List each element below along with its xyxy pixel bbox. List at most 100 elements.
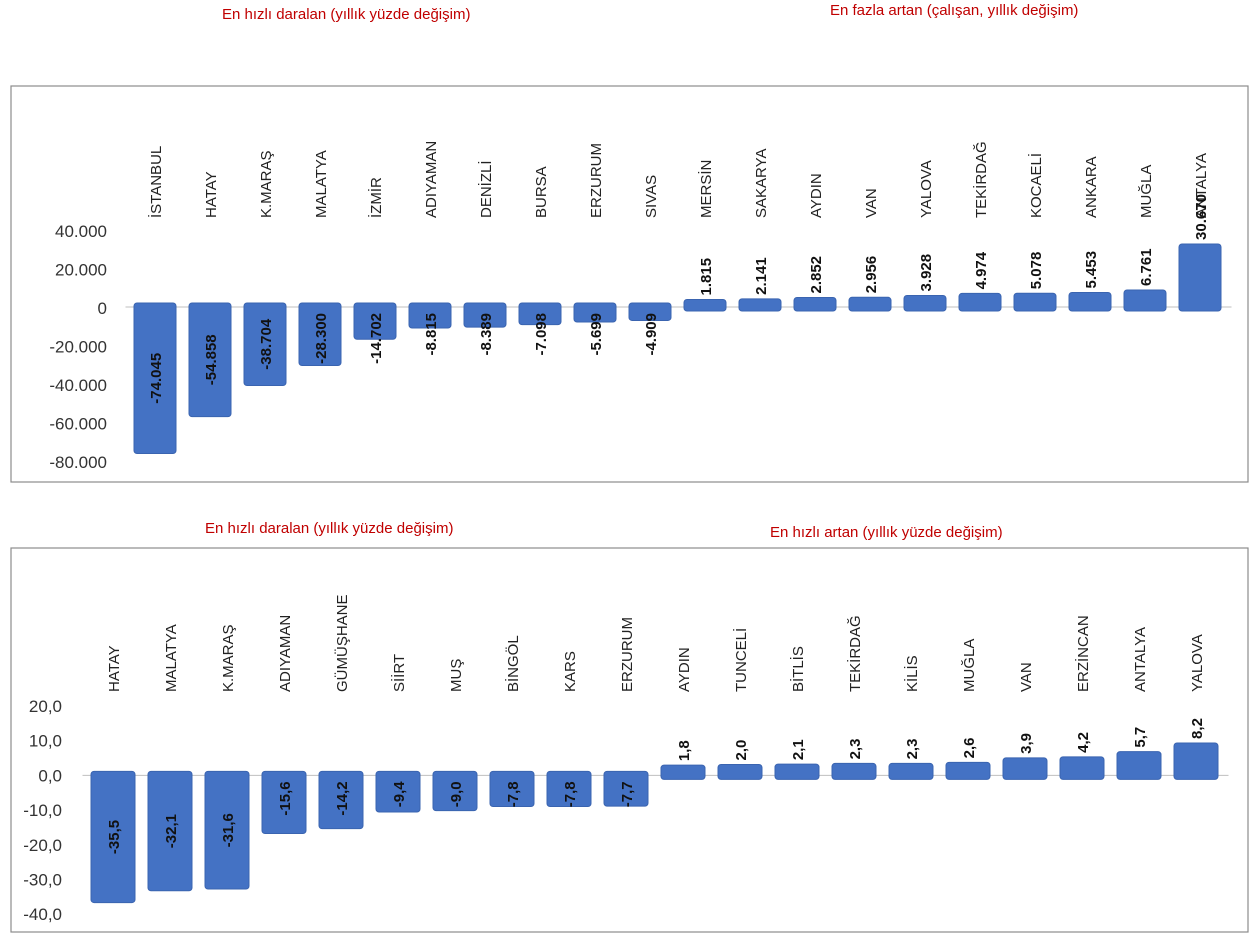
chart1-category-label: HATAY	[203, 171, 220, 218]
chart2-data-label: 2,3	[847, 739, 864, 760]
chart2-data-label: -9,4	[391, 781, 408, 808]
chart1-bar	[298, 302, 342, 366]
chart1-plot-border	[10, 85, 1249, 483]
chart2-bar	[831, 762, 877, 780]
chart2-category-label: BİNGÖL	[504, 635, 522, 692]
chart2-bar	[717, 763, 763, 780]
chart2-category-label: ERZİNCAN	[1074, 615, 1092, 692]
chart1-y-tick-label: 0	[98, 299, 107, 318]
chart2-category-label: VAN	[1018, 662, 1035, 692]
chart1-data-label: -28.300	[313, 313, 330, 364]
chart2-bar	[318, 770, 364, 830]
chart1-title-left: En hızlı daralan (yıllık yüzde değişim)	[222, 6, 471, 23]
chart1-bar	[848, 296, 892, 312]
chart2-category-label: BİTLİS	[789, 646, 807, 692]
chart2-category-label: KARS	[562, 651, 579, 692]
chart1-bar	[518, 302, 562, 326]
chart1-category-label: YALOVA	[918, 160, 935, 218]
chart1-category-label: MUĞLA	[1138, 165, 1155, 218]
chart2-title-right: En hızlı artan (yıllık yüzde değişim)	[770, 524, 1003, 541]
chart2-category-label: MUŞ	[448, 659, 465, 692]
chart1-category-label: BURSA	[533, 166, 550, 218]
chart1-category-label: MALATYA	[313, 150, 330, 218]
chart1-y-tick-label: -80.000	[49, 453, 107, 472]
chart1-category-label: ADIYAMAN	[423, 141, 440, 218]
chart2-category-label: KİLİS	[903, 655, 921, 692]
chart2-category-label: ANTALYA	[1132, 627, 1149, 692]
chart1-data-label: 6.761	[1138, 248, 1155, 286]
chart2-bar	[432, 770, 478, 812]
chart1-data-label: 30.670	[1193, 194, 1210, 240]
chart2-data-label: -32,1	[163, 814, 180, 848]
chart1-data-label: 1.815	[698, 258, 715, 296]
chart1-bar	[903, 294, 947, 312]
chart1-data-label: -8.389	[478, 313, 495, 356]
chart2-category-label: AYDIN	[676, 647, 693, 692]
chart1-category-label: MERSİN	[697, 160, 715, 218]
chart2-category-label: MUĞLA	[961, 639, 978, 692]
chart1-data-label: -38.704	[258, 318, 275, 370]
chart1-bar	[188, 302, 232, 418]
chart1-data-label: 2.141	[753, 257, 770, 295]
chart2-data-label: -9,0	[448, 781, 465, 807]
chart1-data-label: -5.699	[588, 313, 605, 356]
chart2-data-label: -31,6	[220, 813, 237, 847]
chart1-bar	[133, 302, 177, 455]
chart2-y-tick-label: 10,0	[29, 732, 62, 751]
chart1-data-label: 5.453	[1083, 251, 1100, 289]
chart1-bar	[683, 299, 727, 312]
chart1-y-tick-label: -40.000	[49, 376, 107, 395]
chart2-bar	[204, 770, 250, 890]
chart2-bar	[660, 764, 706, 780]
chart2-bar	[375, 770, 421, 813]
chart2-y-tick-label: 20,0	[29, 697, 62, 716]
chart2-data-label: 2,0	[733, 740, 750, 761]
chart2-y-tick-label: -40,0	[23, 905, 62, 924]
chart1-data-label: 2.852	[808, 256, 825, 294]
chart1-bar	[793, 297, 837, 312]
chart2-category-label: TUNCELİ	[732, 628, 750, 692]
chart2-data-label: 2,3	[904, 739, 921, 760]
chart1-y-tick-label: 20.000	[55, 261, 107, 280]
chart1-bar	[243, 302, 287, 387]
chart1-category-label: İSTANBUL	[147, 146, 165, 218]
chart1-data-label: -14.702	[368, 313, 385, 364]
chart1-data-label: -54.858	[203, 334, 220, 385]
chart2-data-label: -14,2	[334, 781, 351, 815]
chart1-bar	[958, 292, 1002, 312]
chart2-bar	[546, 770, 592, 807]
chart1-bar	[573, 302, 617, 323]
chart2-bar	[90, 770, 136, 904]
chart1-bar	[463, 302, 507, 328]
chart1-data-label: 3.928	[918, 254, 935, 292]
chart1-bar	[353, 302, 397, 340]
chart1-data-label: 4.974	[973, 251, 990, 289]
chart2-category-label: HATAY	[106, 645, 123, 692]
chart2-category-label: TEKİRDAĞ	[846, 615, 864, 692]
chart2-data-label: 2,6	[961, 738, 978, 759]
chart1-category-label: TEKİRDAĞ	[972, 141, 990, 218]
chart2-category-label: SİİRT	[390, 654, 408, 692]
chart2-bar	[1059, 756, 1105, 780]
chart1-category-label: K.MARAŞ	[258, 150, 275, 218]
chart2-bar	[888, 762, 934, 780]
chart1-bar	[628, 302, 672, 321]
chart2-data-label: 8,2	[1189, 718, 1206, 739]
chart1-data-label: -4.909	[643, 313, 660, 356]
chart1-data-label: -7.098	[533, 313, 550, 356]
chart1-category-label: ANKARA	[1083, 156, 1100, 218]
chart2-category-label: K.MARAŞ	[220, 624, 237, 692]
chart2-bar	[1116, 751, 1162, 780]
chart2-y-tick-label: -20,0	[23, 836, 62, 855]
chart1-category-label: ERZURUM	[588, 143, 605, 218]
chart1-category-label: VAN	[863, 188, 880, 218]
chart2-data-label: -35,5	[106, 820, 123, 854]
chart1-bar	[1013, 292, 1057, 312]
chart2-data-label: -7,7	[619, 781, 636, 807]
chart2-y-tick-label: 0,0	[38, 766, 62, 785]
chart1-category-label: SAKARYA	[753, 149, 770, 218]
chart2-bar	[147, 770, 193, 892]
chart1-y-tick-label: 40.000	[55, 222, 107, 241]
chart2-data-label: 2,1	[790, 739, 807, 760]
